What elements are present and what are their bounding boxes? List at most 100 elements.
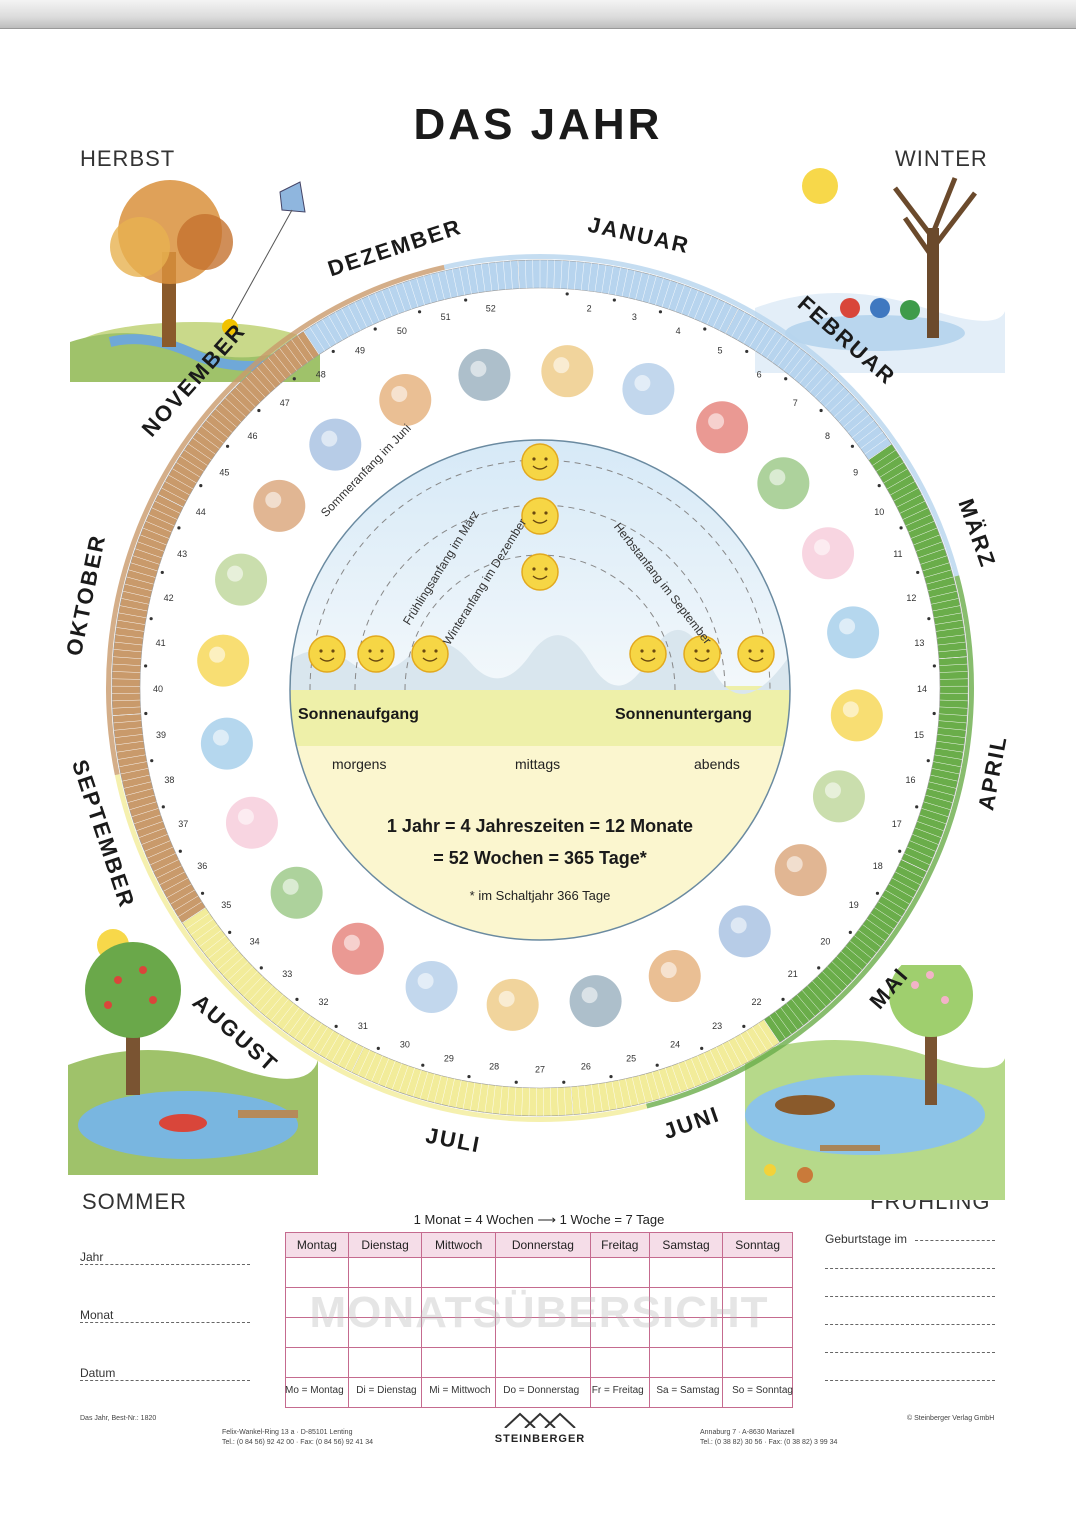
- day-tick: [737, 315, 752, 341]
- form-line-datum[interactable]: [80, 1380, 250, 1381]
- day-tick: [553, 260, 555, 289]
- calendar-day-cell[interactable]: [648, 1287, 724, 1318]
- calendar-day-cell[interactable]: [589, 1317, 650, 1348]
- calendar-day-cell[interactable]: [722, 1317, 793, 1348]
- hanging-rod: [0, 0, 1076, 29]
- vignette-highlight: [237, 808, 254, 825]
- calendar-day-cell[interactable]: [648, 1317, 724, 1348]
- vignette-illustration: [757, 457, 810, 510]
- calendar-day-cell[interactable]: [648, 1377, 724, 1408]
- calendar-day-cell[interactable]: [347, 1377, 423, 1408]
- day-tick: [709, 1049, 723, 1076]
- day-tick: [826, 966, 848, 987]
- day-tick: [140, 534, 167, 546]
- sun-eye-icon: [748, 649, 752, 653]
- birthday-line[interactable]: [825, 1296, 995, 1297]
- day-tick: [754, 327, 771, 351]
- day-tick: [912, 834, 939, 845]
- calendar-day-cell[interactable]: [648, 1257, 724, 1288]
- calendar-day-cell[interactable]: [722, 1347, 793, 1378]
- day-tick: [265, 994, 284, 1017]
- day-tick: [854, 935, 877, 953]
- day-tick: [251, 371, 271, 393]
- day-tick: [870, 913, 894, 930]
- time-label-morgens: morgens: [332, 756, 387, 772]
- day-tick: [936, 740, 965, 746]
- day-tick: [785, 1003, 804, 1026]
- calendar-day-cell[interactable]: [285, 1287, 349, 1318]
- day-tick: [334, 312, 349, 337]
- calendar-day-cell[interactable]: [494, 1347, 591, 1378]
- day-tick: [174, 895, 199, 911]
- calendar-day-cell[interactable]: [421, 1347, 496, 1378]
- day-tick: [361, 298, 374, 325]
- birthdays-month-line[interactable]: [915, 1240, 995, 1241]
- day-tick: [591, 1084, 596, 1113]
- day-tick: [874, 907, 898, 924]
- calendar-day-cell[interactable]: [648, 1347, 724, 1378]
- day-tick: [722, 1043, 736, 1070]
- day-tick: [921, 808, 949, 817]
- calendar-day-cell[interactable]: [494, 1377, 591, 1408]
- calendar-day-cell[interactable]: [722, 1257, 793, 1288]
- address-germany-line-2: Tel.: (0 84 56) 92 42 00 · Fax: (0 84 56…: [222, 1439, 373, 1446]
- calendar-day-cell[interactable]: [421, 1287, 496, 1318]
- day-tick: [833, 397, 855, 418]
- calendar-day-cell[interactable]: [285, 1317, 349, 1348]
- calendar-day-cell[interactable]: [494, 1287, 591, 1318]
- vignette-illustration: [331, 922, 384, 975]
- calendar-day-cell[interactable]: [722, 1377, 793, 1408]
- day-tick: [112, 713, 141, 716]
- calendar-day-cell[interactable]: [421, 1377, 496, 1408]
- calendar-day-cell[interactable]: [347, 1257, 423, 1288]
- calendar-day-cell[interactable]: [421, 1257, 496, 1288]
- day-tick: [170, 889, 195, 905]
- calendar-day-cell[interactable]: [347, 1347, 423, 1378]
- calendar-week-row: [285, 1347, 793, 1378]
- calendar-day-cell[interactable]: [494, 1257, 591, 1288]
- calendar-day-cell[interactable]: [722, 1287, 793, 1318]
- day-tick: [136, 821, 163, 831]
- calendar-day-cell[interactable]: [285, 1347, 349, 1378]
- calendar-day-cell[interactable]: [285, 1257, 349, 1288]
- calendar-day-cell[interactable]: [285, 1377, 349, 1408]
- birthday-line[interactable]: [825, 1268, 995, 1269]
- birthday-line[interactable]: [825, 1380, 995, 1381]
- steinberger-logo-mark: [504, 1412, 576, 1429]
- sun-icon: [521, 497, 559, 535]
- calendar-day-cell[interactable]: [589, 1287, 650, 1318]
- day-tick: [893, 487, 919, 502]
- vignette-illustration: [458, 348, 511, 401]
- birthday-line[interactable]: [825, 1352, 995, 1353]
- day-ring: [111, 259, 969, 1117]
- day-tick: [700, 295, 713, 322]
- calendar-day-cell[interactable]: [347, 1287, 423, 1318]
- birthday-line[interactable]: [825, 1324, 995, 1325]
- calendar-day-cell[interactable]: [589, 1377, 650, 1408]
- day-tick: [937, 641, 966, 646]
- form-line-jahr[interactable]: [80, 1264, 250, 1265]
- year-equation-line-2: = 52 Wochen = 365 Tage*: [433, 848, 647, 868]
- day-tick: [259, 990, 279, 1012]
- season-label-sommer: SOMMER: [82, 1189, 187, 1214]
- day-tick: [188, 443, 212, 461]
- week-dot: [932, 711, 936, 716]
- day-tick: [134, 814, 161, 824]
- month-label-juni: JUNI: [660, 1101, 723, 1144]
- calendar-day-cell[interactable]: [589, 1347, 650, 1378]
- form-line-monat[interactable]: [80, 1322, 250, 1323]
- day-tick: [840, 951, 863, 970]
- calendar-day-cell[interactable]: [347, 1317, 423, 1348]
- day-tick: [788, 352, 807, 375]
- day-tick: [615, 267, 621, 296]
- day-tick: [608, 266, 614, 294]
- week-dot: [161, 805, 165, 809]
- calendar-day-cell[interactable]: [421, 1317, 496, 1348]
- time-label-mittags: mittags: [515, 756, 561, 772]
- calendar-day-cell[interactable]: [494, 1317, 591, 1348]
- week-number: 42: [164, 593, 174, 603]
- day-tick: [444, 270, 452, 299]
- day-tick: [178, 901, 203, 917]
- calendar-day-cell[interactable]: [589, 1257, 650, 1288]
- day-tick: [809, 371, 829, 393]
